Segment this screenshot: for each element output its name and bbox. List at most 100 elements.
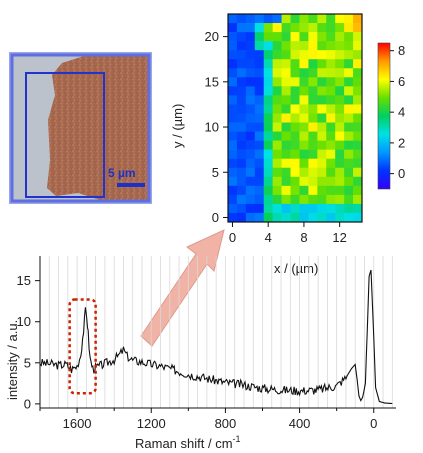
spectrum-gridlines: [39, 256, 393, 408]
heatmap-cell: [281, 203, 291, 214]
heatmap-cell: [254, 122, 265, 132]
heatmap-y-tick-label: 10: [205, 120, 219, 135]
heatmap-cell: [335, 149, 345, 159]
heatmap-cell: [263, 131, 273, 141]
heatmap-cell: [236, 140, 247, 150]
heatmap-cell: [263, 185, 273, 196]
spectrum-x-tick-label: 1200: [137, 416, 166, 431]
heatmap-cell: [308, 86, 318, 96]
heatmap-cell: [228, 113, 238, 123]
heatmap-cell: [326, 95, 336, 105]
heatmap-cell: [236, 50, 247, 60]
heatmap-y-tick-label: 15: [205, 74, 219, 89]
heatmap-cell: [263, 68, 273, 78]
heatmap-cell: [272, 23, 282, 33]
heatmap-cell: [290, 212, 300, 223]
heatmap-cell: [254, 23, 265, 33]
heatmap-cell: [263, 113, 273, 123]
heatmap-cell: [254, 167, 265, 178]
heatmap-y-ticks: 0 5 10 15 20: [205, 29, 228, 225]
heatmap-cell: [344, 77, 354, 87]
heatmap-cell: [236, 113, 247, 123]
heatmap-cell: [344, 167, 354, 178]
heatmap-cell: [317, 59, 327, 69]
heatmap-cell: [335, 86, 345, 96]
spectrum-x-label-superscript: -1: [233, 434, 241, 444]
heatmap-cell: [290, 59, 300, 69]
heatmap-cell: [344, 158, 354, 169]
heatmap-cell: [281, 68, 291, 78]
heatmap-cell: [290, 113, 300, 123]
heatmap-cell: [254, 113, 265, 123]
heatmap-cell: [308, 59, 318, 69]
heatmap-cell: [335, 140, 345, 150]
heatmap-cell: [344, 149, 354, 159]
heatmap-cell: [335, 50, 345, 60]
heatmap-cell: [236, 176, 247, 187]
spectrum-y-tick-label: 15: [17, 273, 31, 288]
spectrum-x-tick-label: 0: [370, 416, 377, 431]
heatmap-cell: [236, 104, 247, 114]
heatmap-cell: [254, 95, 265, 105]
heatmap-cell: [272, 167, 282, 178]
heatmap-cell: [326, 59, 336, 69]
heatmap-cell: [326, 50, 336, 60]
heatmap-cell: [308, 167, 318, 178]
heatmap-cell: [299, 41, 309, 51]
heatmap-cell: [290, 158, 300, 169]
heatmap-cell: [317, 176, 327, 187]
heatmap-cell: [299, 212, 309, 223]
heatmap-cell: [326, 203, 336, 214]
heatmap-cell: [308, 113, 318, 123]
heatmap-cell: [281, 131, 291, 141]
heatmap-cell: [317, 41, 327, 51]
heatmap-cell: [353, 50, 363, 60]
heatmap-cell: [236, 41, 247, 51]
heatmap-cell: [263, 41, 273, 51]
heatmap-cell: [245, 212, 256, 223]
heatmap-cell: [263, 212, 273, 223]
heatmap-cell: [254, 104, 265, 114]
heatmap-cell: [290, 23, 300, 33]
heatmap-cell: [263, 14, 273, 24]
heatmap-cell: [281, 14, 291, 24]
heatmap-cell: [263, 149, 273, 159]
heatmap-cell: [236, 203, 247, 214]
heatmap-cell: [263, 23, 273, 33]
colorbar-tick-label: 4: [398, 105, 405, 120]
heatmap-cell: [308, 203, 318, 214]
heatmap-cell: [344, 185, 354, 196]
heatmap-cell: [335, 77, 345, 87]
heatmap-cell: [281, 23, 291, 33]
heatmap-cell: [353, 14, 363, 24]
heatmap-cell: [290, 77, 300, 87]
heatmap-cell: [353, 104, 363, 114]
heatmap-cell: [272, 50, 282, 60]
heatmap-cell: [228, 86, 238, 96]
heatmap-cell: [290, 167, 300, 178]
heatmap-x-label: x / (µm): [274, 261, 318, 276]
heatmap-cell: [281, 113, 291, 123]
heatmap-cell: [326, 122, 336, 132]
heatmap-cell: [326, 104, 336, 114]
heatmap-cell: [344, 122, 354, 132]
heatmap-cell: [308, 50, 318, 60]
heatmap-cell: [228, 140, 238, 150]
heatmap-cell: [272, 140, 282, 150]
heatmap-cell: [344, 140, 354, 150]
heatmap-cell: [326, 212, 336, 223]
heatmap-cell: [228, 212, 238, 223]
heatmap-cell: [245, 113, 256, 123]
heatmap-cell: [344, 113, 354, 123]
heatmap-cell: [272, 203, 282, 214]
heatmap-cell: [308, 68, 318, 78]
heatmap-cell: [290, 14, 300, 24]
heatmap-cell: [236, 95, 247, 105]
heatmap-cell: [263, 167, 273, 178]
heatmap-cell: [308, 194, 318, 205]
heatmap-cell: [254, 68, 265, 78]
colorbar-tick-label: 6: [398, 74, 405, 89]
heatmap-cell: [299, 122, 309, 132]
heatmap-cell: [245, 176, 256, 187]
heatmap-cell: [228, 14, 238, 24]
